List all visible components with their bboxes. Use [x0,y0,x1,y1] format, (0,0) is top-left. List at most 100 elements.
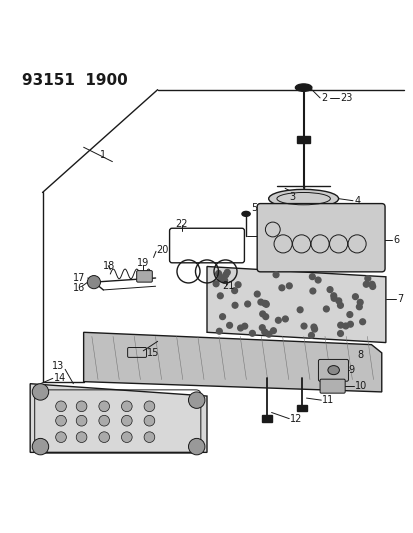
FancyBboxPatch shape [136,271,152,282]
Circle shape [215,271,221,276]
Circle shape [232,302,237,308]
Circle shape [144,432,154,442]
Circle shape [337,303,342,308]
Circle shape [188,392,204,408]
Circle shape [273,272,278,278]
Text: 19: 19 [137,258,149,268]
Circle shape [55,432,66,442]
Bar [296,405,306,411]
Text: 23: 23 [339,93,351,103]
Circle shape [262,301,268,306]
Bar [297,136,309,143]
Text: 7: 7 [396,294,403,304]
Text: 14: 14 [54,373,66,383]
Circle shape [342,323,348,329]
Circle shape [217,274,223,280]
Circle shape [32,384,49,400]
Circle shape [55,401,66,411]
Ellipse shape [268,189,338,208]
Circle shape [244,301,250,307]
Circle shape [257,299,263,305]
Text: 93151  1900: 93151 1900 [22,73,127,88]
Polygon shape [83,332,381,392]
Circle shape [87,276,100,289]
Text: 10: 10 [354,381,366,391]
Circle shape [249,330,255,336]
Text: 18: 18 [103,261,115,271]
Circle shape [261,301,267,306]
Text: 5: 5 [251,203,257,213]
Circle shape [76,415,87,426]
Text: 4: 4 [354,196,359,206]
Circle shape [76,401,87,411]
Text: 22: 22 [175,219,187,229]
Circle shape [226,322,232,328]
Circle shape [222,272,228,278]
Circle shape [270,328,275,334]
Polygon shape [30,384,206,453]
Circle shape [99,415,109,426]
Text: 20: 20 [156,245,168,255]
Text: 12: 12 [290,414,302,424]
Circle shape [224,270,230,275]
Circle shape [221,278,227,283]
Circle shape [335,298,341,304]
Circle shape [278,285,284,290]
Text: 6: 6 [392,235,399,245]
Circle shape [55,415,66,426]
Circle shape [310,324,316,330]
Text: 2: 2 [320,93,327,103]
Circle shape [266,332,271,337]
Circle shape [216,328,222,334]
Circle shape [99,401,109,411]
Circle shape [121,401,132,411]
Circle shape [314,277,320,283]
Text: 8: 8 [356,350,362,360]
Circle shape [262,314,268,320]
Circle shape [309,274,314,279]
Circle shape [330,295,336,301]
Text: 21: 21 [221,281,234,291]
Circle shape [241,324,247,329]
Circle shape [368,281,374,287]
Circle shape [76,432,87,442]
Circle shape [254,291,259,297]
Circle shape [121,415,132,426]
Circle shape [356,304,361,310]
Circle shape [364,276,370,281]
Text: 11: 11 [321,395,334,405]
Text: 16: 16 [73,283,85,293]
Circle shape [356,300,362,305]
Circle shape [231,288,237,294]
Circle shape [346,312,352,318]
Ellipse shape [327,366,339,375]
Text: 9: 9 [348,365,354,375]
Circle shape [311,326,317,332]
Polygon shape [206,266,385,343]
Bar [261,415,271,422]
Circle shape [99,432,109,442]
Circle shape [32,438,49,455]
Circle shape [369,284,375,289]
Circle shape [286,283,292,289]
Text: 13: 13 [52,361,64,371]
Circle shape [261,329,267,335]
Circle shape [282,316,287,322]
Circle shape [219,314,225,320]
FancyBboxPatch shape [256,204,384,272]
Circle shape [213,281,218,287]
Circle shape [347,321,352,327]
Circle shape [121,432,132,442]
FancyBboxPatch shape [319,379,344,393]
Circle shape [144,415,154,426]
Circle shape [359,319,365,325]
Circle shape [308,333,313,338]
Circle shape [300,323,306,329]
Circle shape [188,438,204,455]
FancyBboxPatch shape [318,359,348,381]
Text: 17: 17 [73,273,85,283]
Circle shape [259,325,265,330]
Circle shape [297,307,302,313]
Text: 15: 15 [147,348,159,358]
Circle shape [259,311,265,317]
